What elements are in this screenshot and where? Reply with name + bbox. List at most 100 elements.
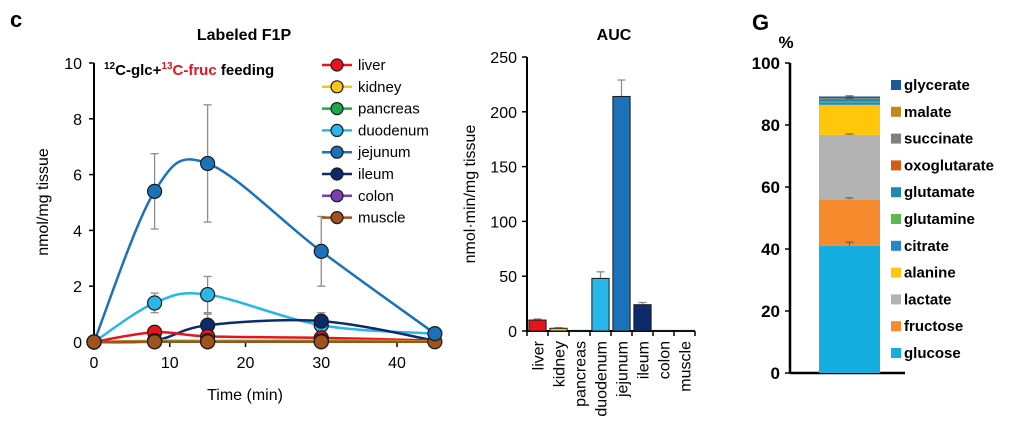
legend-label: glucose	[904, 345, 961, 362]
composition-stacked-bar-chart: % 0 20 40 60 80 100 glycerate malate succinate o…	[752, 33, 994, 383]
chart1-xtick-label: 0	[90, 355, 99, 372]
legend-item-kidney: kidney	[322, 79, 402, 96]
bar-muscle	[675, 329, 694, 332]
series-line-duodenum	[93, 291, 435, 344]
legend-item-colon: colon	[322, 188, 394, 205]
data-point-jejunum	[200, 155, 216, 172]
chart1-ytick-label: 8	[73, 112, 82, 129]
annot-prefix: C-glc+	[115, 62, 162, 79]
stack-segment-alanine	[819, 104, 880, 135]
legend-label: duodenum	[358, 122, 429, 139]
legend-marker	[330, 123, 344, 137]
annot-highlight: C-fruc	[173, 62, 217, 79]
legend-swatch	[891, 187, 901, 198]
data-point-muscle	[86, 334, 102, 350]
chart2-ytick-label: 0	[508, 324, 517, 341]
chart2-ytick-label: 100	[490, 214, 517, 231]
chart2-ylabel: nmol·min/mg tissue	[462, 125, 479, 264]
xtick-label-colon: colon	[657, 341, 674, 379]
legend-swatch	[891, 133, 901, 144]
chart1-ylabel: nmol/mg tissue	[35, 148, 52, 256]
legend-label: liver	[358, 57, 386, 74]
series-line-jejunum	[92, 158, 436, 343]
legend-item-duodenum: duodenum	[322, 122, 429, 139]
legend-marker	[330, 145, 344, 159]
legend-label: oxoglutarate	[904, 157, 994, 174]
legend-marker	[330, 80, 344, 94]
legend-item-glutamine: glutamine	[891, 211, 975, 228]
chart2-title: AUC	[597, 27, 632, 44]
legend-label: glycerate	[904, 77, 970, 94]
legend-item-alanine: alanine	[891, 265, 956, 282]
data-point-ileum	[313, 313, 329, 329]
legend-item-malate: malate	[891, 104, 952, 121]
legend-item-succinate: succinate	[891, 131, 973, 148]
legend-label: muscle	[358, 210, 406, 227]
legend-marker	[330, 211, 344, 225]
data-point-duodenum	[147, 295, 163, 311]
xtick-label-liver: liver	[531, 340, 548, 370]
legend-label: succinate	[904, 131, 973, 148]
stack-segment-glycerate	[819, 96, 880, 99]
bar-colon	[654, 329, 673, 332]
legend-item-glycerate: glycerate	[891, 77, 970, 94]
legend-item-citrate: citrate	[891, 238, 949, 255]
chart1-xtick-label: 40	[388, 355, 406, 372]
data-point-duodenum	[200, 286, 216, 303]
legend-label: glutamate	[904, 184, 975, 201]
annot-sup-12: 12	[104, 61, 116, 72]
xtick-label-jejunum: jejunum	[615, 341, 632, 398]
chart3-ytick-label: 40	[761, 240, 780, 259]
chart3-ytick-label: 80	[761, 116, 780, 135]
legend-item-jejunum: jejunum	[322, 144, 411, 161]
legend-item-liver: liver	[322, 57, 386, 74]
legend-label: pancreas	[358, 101, 420, 118]
legend-label: jejunum	[357, 144, 411, 161]
chart3-ylabel: %	[778, 33, 793, 52]
legend-item-glutamate: glutamate	[891, 184, 975, 201]
legend-marker	[330, 189, 344, 203]
legend-label: lactate	[904, 291, 952, 308]
legend-item-fructose: fructose	[891, 318, 963, 335]
legend-item-pancreas: pancreas	[322, 101, 420, 118]
chart3-ytick-label: 0	[771, 364, 780, 383]
chart1-xtick-label: 30	[312, 355, 330, 372]
legend-label: ileum	[358, 166, 394, 183]
data-point-muscle	[147, 334, 163, 350]
legend-swatch	[891, 160, 901, 171]
stack-segment-citrate	[819, 102, 880, 105]
stack-segment-glucose	[819, 245, 880, 373]
xtick-label-pancreas: pancreas	[573, 341, 590, 407]
xtick-label-ileum: ileum	[636, 341, 653, 379]
legend-swatch	[891, 106, 901, 117]
bar-liver	[528, 319, 547, 332]
stack-segment-lactate	[819, 134, 880, 200]
series-line-liver	[93, 330, 435, 344]
chart1-ytick-label: 6	[73, 168, 82, 185]
panel-label-c: c	[10, 7, 22, 32]
chart1-xtick-label: 10	[161, 355, 179, 372]
xtick-label-muscle: muscle	[678, 341, 695, 392]
bar-ileum	[633, 304, 652, 332]
stack-segment-glutamine	[819, 101, 880, 103]
data-point-jejunum	[313, 243, 329, 259]
legend-label: citrate	[904, 238, 949, 255]
data-point-jejunum	[427, 326, 443, 342]
stack-segment-fructose	[819, 199, 880, 246]
legend-item-ileum: ileum	[322, 166, 394, 183]
chart3-ytick-label: 60	[761, 178, 780, 197]
auc-bar-chart: AUC nmol·min/mg tissue 0 50 100 150 200 250 l…	[462, 27, 696, 417]
xtick-label-kidney: kidney	[552, 341, 569, 387]
data-point-muscle	[200, 334, 216, 350]
legend-label: colon	[358, 188, 394, 205]
data-point-jejunum	[147, 183, 163, 199]
legend-marker	[330, 58, 344, 72]
legend-item-glucose: glucose	[891, 345, 961, 362]
chart1-title: Labeled F1P	[197, 27, 292, 44]
chart1-xlabel: Time (min)	[207, 387, 283, 404]
bar-duodenum	[591, 277, 610, 332]
legend-swatch	[891, 348, 901, 358]
legend-swatch	[891, 321, 901, 332]
chart1-ytick-label: 2	[73, 279, 82, 296]
